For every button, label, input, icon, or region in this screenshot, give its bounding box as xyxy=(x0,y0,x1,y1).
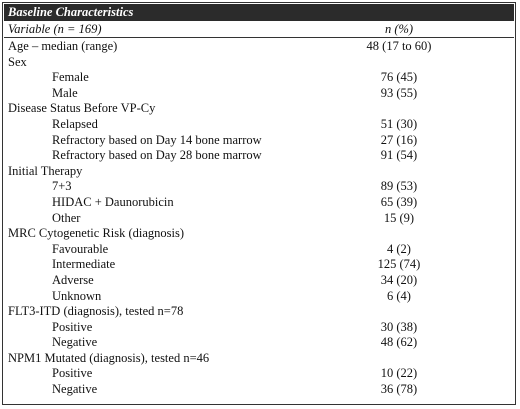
row-label: Sex xyxy=(8,54,27,69)
table-subrow: Favourable 4 (2) xyxy=(4,242,514,258)
table-body: Age – median (range) 48 (17 to 60) Sex Fema… xyxy=(4,39,514,398)
table-row: Initial Therapy xyxy=(4,164,514,180)
table-subrow: Female 76 (45) xyxy=(4,70,514,86)
row-value: 48 (17 to 60) xyxy=(366,39,432,53)
table-subrow: Refractory based on Day 28 bone marrow 91… xyxy=(4,148,514,164)
row-value: 65 (39) xyxy=(380,194,418,209)
row-label: Age – median (range) xyxy=(8,39,118,53)
row-label: FLT3-ITD (diagnosis), tested n=78 xyxy=(8,304,184,319)
row-label: MRC Cytogenetic Risk (diagnosis) xyxy=(8,226,185,241)
table-subrow: Negative 36 (78) xyxy=(4,382,514,398)
row-label: Negative xyxy=(52,335,98,350)
row-label: Positive xyxy=(52,319,93,334)
row-value: 51 (30) xyxy=(380,116,418,131)
column-header-variable: Variable (n = 169) xyxy=(8,22,102,36)
table-subrow: HIDAC + Daunorubicin 65 (39) xyxy=(4,195,514,211)
table-subrow: Other 15 (9) xyxy=(4,211,514,227)
table-subrow: Unknown 6 (4) xyxy=(4,289,514,305)
row-value: 89 (53) xyxy=(380,179,418,194)
row-label: Negative xyxy=(52,382,98,397)
table-row: Disease Status Before VP-Cy xyxy=(4,101,514,117)
row-label: Adverse xyxy=(52,272,94,287)
row-value: 91 (54) xyxy=(380,148,418,163)
row-value: 93 (55) xyxy=(380,85,418,100)
row-value: 27 (16) xyxy=(380,132,418,147)
row-value: 34 (20) xyxy=(380,272,418,287)
row-label: Refractory based on Day 28 bone marrow xyxy=(52,148,262,163)
row-label: Unknown xyxy=(52,288,102,303)
row-label: Initial Therapy xyxy=(8,163,83,178)
row-value: 48 (62) xyxy=(380,335,418,350)
row-label: HIDAC + Daunorubicin xyxy=(52,194,174,209)
table-row: NPM1 Mutated (diagnosis), tested n=46 xyxy=(4,351,514,367)
row-label: Other xyxy=(52,210,81,225)
table-row: Age – median (range) 48 (17 to 60) xyxy=(4,39,514,55)
table-row: FLT3-ITD (diagnosis), tested n=78 xyxy=(4,304,514,320)
table-subrow: Male 93 (55) xyxy=(4,86,514,102)
table-subrow: Negative 48 (62) xyxy=(4,335,514,351)
row-value: 4 (2) xyxy=(387,241,411,256)
row-label: Disease Status Before VP-Cy xyxy=(8,101,156,116)
row-value: 76 (45) xyxy=(380,70,418,85)
row-value: 30 (38) xyxy=(380,319,418,334)
row-label: Favourable xyxy=(52,241,109,256)
table-subrow: Relapsed 51 (30) xyxy=(4,117,514,133)
table-title: Baseline Characteristics xyxy=(4,4,514,21)
table-row: MRC Cytogenetic Risk (diagnosis) xyxy=(4,226,514,242)
column-header-value: n (%) xyxy=(384,22,414,36)
row-value: 36 (78) xyxy=(380,382,418,397)
row-label: Positive xyxy=(52,366,93,381)
baseline-characteristics-table: Baseline Characteristics Variable (n = 1… xyxy=(2,2,516,405)
row-label: Refractory based on Day 14 bone marrow xyxy=(52,132,262,147)
row-label: Male xyxy=(52,85,78,100)
row-label: NPM1 Mutated (diagnosis), tested n=46 xyxy=(8,350,210,365)
row-label: Female xyxy=(52,70,89,85)
row-value: 6 (4) xyxy=(387,288,411,303)
row-label: Intermediate xyxy=(52,257,116,272)
table-subrow: Intermediate 125 (74) xyxy=(4,257,514,273)
column-header-row: Variable (n = 169) n (%) xyxy=(4,21,514,38)
row-label: Relapsed xyxy=(52,116,98,131)
table-row: Sex xyxy=(4,55,514,71)
table-subrow: Refractory based on Day 14 bone marrow 27… xyxy=(4,133,514,149)
row-value: 125 (74) xyxy=(377,257,421,272)
table-subrow: Adverse 34 (20) xyxy=(4,273,514,289)
row-value: 10 (22) xyxy=(380,366,418,381)
table-subrow: Positive 10 (22) xyxy=(4,366,514,382)
row-value: 15 (9) xyxy=(383,210,415,225)
row-label: 7+3 xyxy=(52,179,72,194)
table-subrow: 7+3 89 (53) xyxy=(4,179,514,195)
table-subrow: Positive 30 (38) xyxy=(4,320,514,336)
